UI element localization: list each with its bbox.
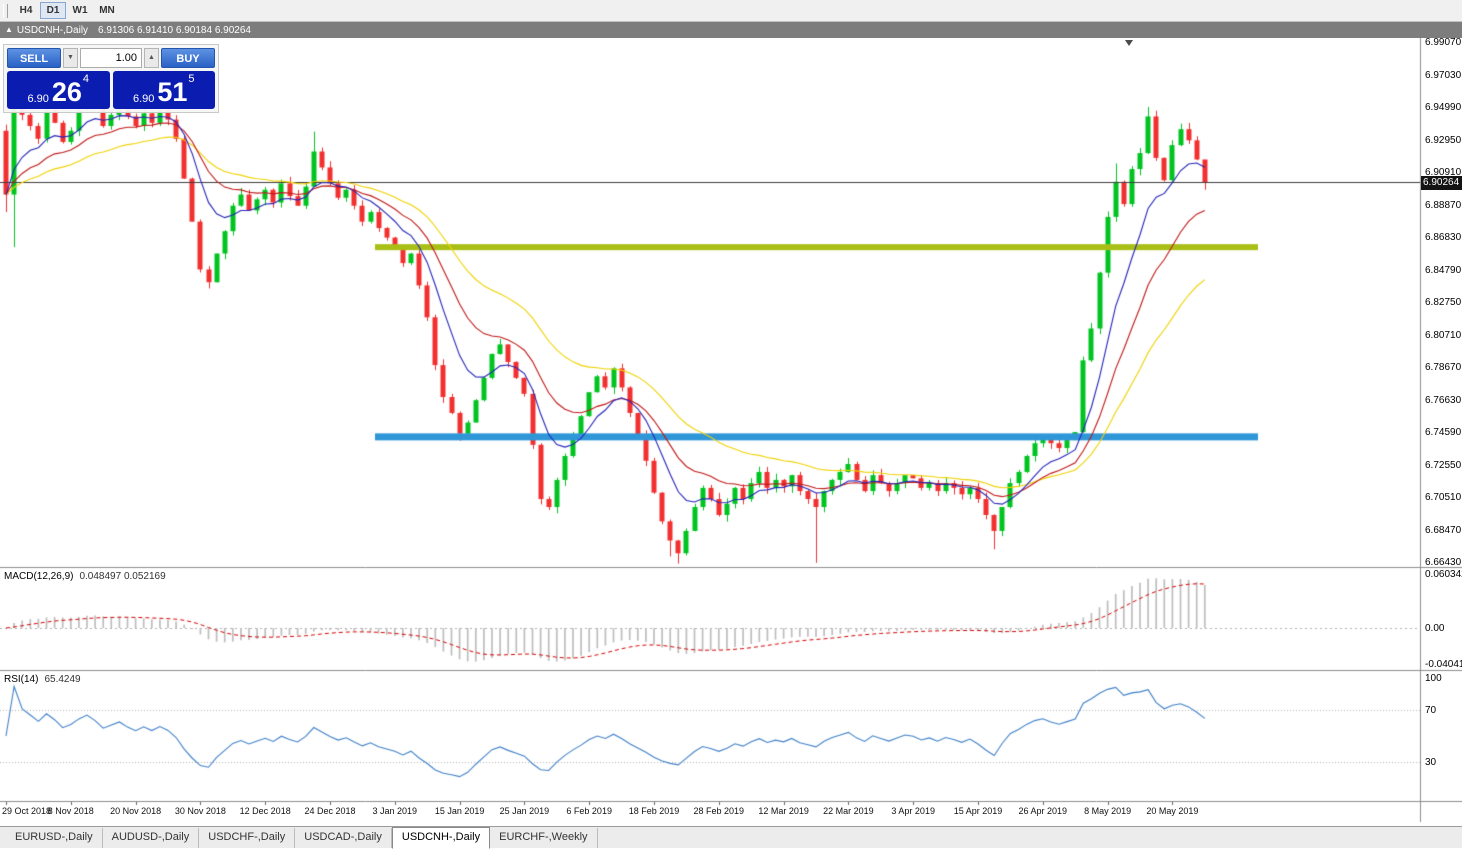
timeframe-button-mn[interactable]: MN (99, 5, 115, 16)
date-label: 25 Jan 2019 (499, 806, 550, 816)
chart-tab-audusd-daily[interactable]: AUDUSD-,Daily (103, 828, 200, 848)
rsi-axis-label: 30 (1425, 756, 1437, 768)
price-axis-label: 6.82750 (1425, 297, 1462, 309)
date-label: 3 Apr 2019 (891, 806, 935, 816)
price-axis-label: 6.99070 (1425, 36, 1462, 48)
price-axis-label: 6.97030 (1425, 69, 1462, 81)
chart-tab-eurusd-daily[interactable]: EURUSD-,Daily (6, 828, 103, 848)
date-label: 24 Dec 2018 (304, 806, 356, 816)
volume-decrease-icon[interactable]: ▼ (63, 48, 78, 68)
date-label: 30 Nov 2018 (174, 806, 226, 816)
chart-title: USDCNH-,Daily (16, 25, 89, 36)
sell-price-point: 4 (82, 73, 90, 85)
macd-axis-label: 0.00 (1425, 623, 1445, 634)
price-axis-label: 6.76630 (1425, 394, 1462, 406)
chart-icon: ▲ (5, 25, 13, 34)
price-axis-label: 6.86830 (1425, 232, 1462, 244)
date-label: 18 Feb 2019 (628, 806, 680, 816)
timeframe-buttons: H4 D1 W1 MN (13, 2, 121, 19)
price-axis-label: 6.72550 (1425, 459, 1462, 471)
buy-price-point: 5 (188, 73, 195, 85)
sell-price-button[interactable]: 6.90 26 4 (7, 71, 110, 109)
date-label: 22 Mar 2019 (823, 806, 874, 816)
chart-tab-usdchf-daily[interactable]: USDCHF-,Daily (199, 828, 296, 848)
buy-price-pips: 51 (157, 77, 188, 107)
buy-price-button[interactable]: 6.90 51 5 (112, 71, 215, 109)
chart-shift-marker[interactable] (1125, 40, 1133, 46)
price-axis-label: 6.92950 (1425, 134, 1462, 146)
date-label: 28 Feb 2019 (693, 806, 745, 816)
current-price-badge: 6.90264 (1421, 176, 1462, 191)
chart-title-ohlc: 6.91306 6.91410 6.90184 6.90264 (98, 25, 251, 36)
volume-increase-icon[interactable]: ▲ (144, 48, 159, 68)
date-label: 20 Nov 2018 (110, 806, 162, 816)
macd-header: MACD(12,26,9) 0.048497 0.052169 (4, 571, 166, 582)
date-label: 12 Dec 2018 (239, 806, 291, 816)
chart-tab-usdcad-daily[interactable]: USDCAD-,Daily (295, 828, 392, 848)
macd-axis-label: 0.060342 (1425, 568, 1462, 580)
date-label: 15 Apr 2019 (953, 806, 1003, 816)
price-axis-label: 6.70510 (1425, 492, 1462, 504)
price-axis-label: 6.88870 (1425, 199, 1462, 211)
rsi-axis-label: 100 (1425, 673, 1442, 684)
buy-button[interactable]: BUY (161, 48, 215, 68)
date-label: 20 May 2019 (1146, 806, 1199, 816)
price-axis-label: 6.66430 (1425, 557, 1462, 569)
price-axis-label: 6.80710 (1425, 329, 1462, 341)
rsi-axis-label: 70 (1425, 705, 1437, 717)
timeframe-toolbar: H4 D1 W1 MN (0, 0, 1462, 22)
buy-price-base: 6.90 (132, 93, 155, 105)
sell-price-pips: 26 (51, 77, 82, 107)
date-label: 3 Jan 2019 (372, 806, 418, 816)
date-label: 29 Oct 2018 (2, 806, 52, 816)
price-axis-label: 6.74590 (1425, 427, 1462, 439)
price-axis-label: 6.78670 (1425, 362, 1462, 374)
date-label: 12 Mar 2019 (758, 806, 809, 816)
sell-price-base: 6.90 (27, 93, 49, 105)
price-axis-label: 6.68470 (1425, 524, 1462, 536)
date-label: 26 Apr 2019 (1018, 806, 1068, 816)
chart-tab-eurchf-weekly[interactable]: EURCHF-,Weekly (490, 828, 598, 848)
date-label: 15 Jan 2019 (434, 806, 485, 816)
price-axis-label: 6.90910 (1425, 167, 1462, 179)
price-axis-label: 6.94990 (1425, 102, 1462, 114)
chart-tab-usdcnh-daily[interactable]: USDCNH-,Daily (391, 827, 491, 849)
chart-tab-bar: EURUSD-,Daily AUDUSD-,Daily USDCHF-,Daily U… (0, 826, 1462, 849)
toolbar-grip[interactable] (3, 3, 8, 18)
date-label: 6 Feb 2019 (566, 806, 612, 816)
timeframe-button-d1[interactable]: D1 (40, 2, 66, 19)
macd-axis-label: -0.040415 (1425, 659, 1462, 671)
rsi-header: RSI(14) 65.4249 (4, 674, 81, 685)
chart-window-titlebar: ▲ USDCNH-,Daily 6.91306 6.91410 6.90184 6.… (0, 22, 1462, 38)
timeframe-button-w1[interactable]: W1 (72, 5, 88, 16)
sell-button[interactable]: SELL (7, 48, 61, 68)
date-label: 8 May 2019 (1084, 806, 1132, 816)
timeframe-button-h4[interactable]: H4 (19, 5, 33, 16)
volume-input[interactable] (80, 48, 142, 68)
date-label: 8 Nov 2018 (47, 806, 94, 816)
price-axis-label: 6.84790 (1425, 264, 1462, 276)
